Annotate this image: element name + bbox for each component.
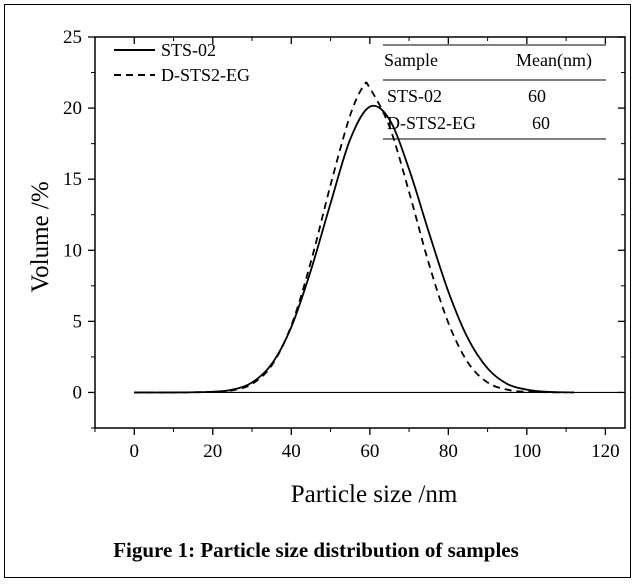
x-axis-title: Particle size /nm [291,481,458,508]
table-header-sample: Sample [384,50,438,70]
x-tick-label: 100 [513,441,542,462]
x-tick-label: 120 [591,441,620,462]
legend-label-sts-02: STS-02 [161,40,216,60]
x-tick-label: 40 [282,441,301,462]
figure-frame [4,4,631,578]
axis-ticks [88,36,625,435]
y-tick-label: 20 [63,98,82,119]
plot-frame [94,36,626,429]
table-header-mean: Mean(nm) [516,50,592,71]
series-layer [134,81,622,394]
x-tick-label: 60 [360,441,379,462]
y-tick-label: 25 [63,27,82,48]
x-tick-label: 0 [130,441,140,462]
y-axis-title: Volume /% [27,181,54,292]
table-cell-mean-1: 60 [528,86,546,106]
series-line-d-sts2-eg [134,81,567,394]
mean-size-table: Sample Mean(nm) STS-02 60 D-STS2-EG 60 [383,44,606,140]
y-tick-label: 15 [63,169,82,190]
y-tick-label: 0 [73,382,83,403]
y-tick-label: 5 [73,311,83,332]
table-cell-mean-2: 60 [532,113,550,133]
x-tick-label: 20 [203,441,222,462]
legend: STS-02 D-STS2-EG [114,40,250,85]
legend-label-d-sts2-eg: D-STS2-EG [161,65,250,85]
x-tick-label: 80 [439,441,458,462]
table-cell-sample-1: STS-02 [387,86,442,106]
plot-border [94,36,626,429]
figure-caption: Figure 1: Particle size distribution of … [113,538,519,562]
y-tick-label: 10 [63,240,82,261]
table-cell-sample-2: D-STS2-EG [387,113,476,133]
series-line-sts-02 [134,104,574,394]
axis-tick-labels: 0 20 40 60 80 100 120 0 5 10 15 20 25 [63,27,620,462]
